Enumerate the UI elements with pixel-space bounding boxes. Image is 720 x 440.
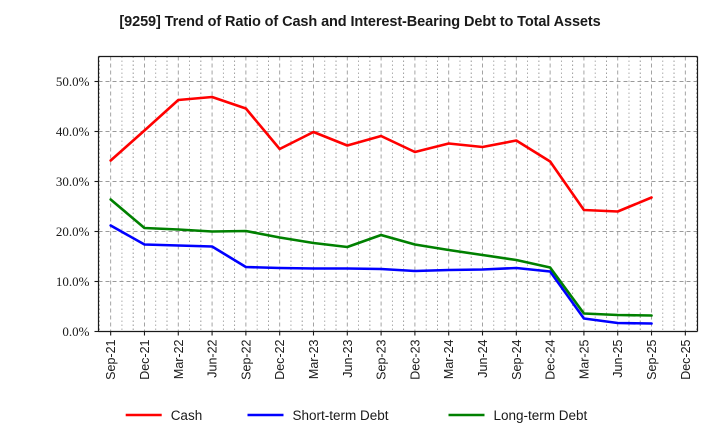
x-axis-tick-label: Mar-24 bbox=[442, 339, 456, 379]
x-axis-tick-label: Dec-25 bbox=[679, 339, 693, 379]
x-axis-tick-label: Jun-22 bbox=[206, 339, 220, 377]
x-axis-tick-label: Sep-25 bbox=[645, 339, 659, 379]
x-axis-tick-labels: Sep-21 Dec-21 Mar-22 Jun-22 Sep-22 Dec-22 Mar-… bbox=[104, 339, 693, 379]
x-axis-tick-label: Jun-24 bbox=[476, 339, 490, 377]
data-series-group bbox=[109, 95, 653, 325]
horizontal-gridlines bbox=[98, 81, 698, 282]
y-axis-tick-label: 40.0% bbox=[56, 124, 90, 139]
legend-label-1: Short-term Debt bbox=[293, 408, 389, 423]
y-axis-tick-labels: 0.0% 10.0% 20.0% 30.0% 40.0% 50.0% bbox=[56, 74, 90, 339]
y-axis-tick-label: 20.0% bbox=[56, 224, 90, 239]
axis-lines bbox=[94, 55, 699, 336]
x-axis-tick-label: Dec-24 bbox=[544, 339, 558, 379]
x-axis-tick-label: Sep-21 bbox=[104, 339, 118, 379]
x-axis-tick-label: Jun-23 bbox=[341, 339, 355, 377]
x-axis-tick-label: Dec-21 bbox=[138, 339, 152, 379]
chart-legend: Cash Short-term Debt Long-term Debt bbox=[125, 408, 588, 423]
x-axis-tick-label: Mar-23 bbox=[307, 339, 321, 379]
x-axis-tick-label: Mar-22 bbox=[172, 339, 186, 379]
y-axis-tick-label: 0.0% bbox=[62, 324, 89, 339]
x-axis-tick-label: Dec-22 bbox=[273, 339, 287, 379]
x-axis-tick-label: Mar-25 bbox=[577, 339, 591, 379]
legend-label-2: Long-term Debt bbox=[494, 408, 588, 423]
x-axis-tick-label: Dec-23 bbox=[408, 339, 422, 379]
x-axis-tick-label: Sep-22 bbox=[239, 339, 253, 379]
major-vertical-gridlines bbox=[110, 56, 686, 332]
minor-gridlines bbox=[99, 56, 697, 332]
series-line-long-term-debt bbox=[109, 198, 653, 317]
legend-label-0: Cash bbox=[171, 408, 203, 423]
y-axis-tick-label: 10.0% bbox=[56, 274, 90, 289]
x-axis-tick-label: Jun-25 bbox=[611, 339, 625, 377]
series-line-short-term-debt bbox=[109, 224, 653, 325]
y-axis-tick-label: 30.0% bbox=[56, 174, 90, 189]
x-axis-tick-label: Sep-23 bbox=[375, 339, 389, 379]
chart-title: [9259] Trend of Ratio of Cash and Intere… bbox=[119, 14, 601, 30]
series-line-cash bbox=[109, 95, 653, 213]
y-axis-tick-label: 50.0% bbox=[56, 74, 90, 89]
x-axis-tick-label: Sep-24 bbox=[510, 339, 524, 379]
